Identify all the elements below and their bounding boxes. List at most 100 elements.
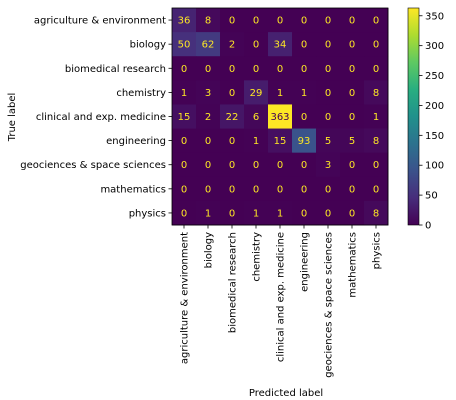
cell-value-label: 0: [181, 64, 187, 75]
cell-value-label: 0: [277, 16, 283, 27]
cell-value-label: 0: [349, 160, 355, 171]
cell-value-label: 0: [253, 64, 259, 75]
cell-value-label: 1: [277, 208, 283, 219]
x-tick-label: agriculture & environment: [180, 232, 191, 364]
cell-value-label: 0: [229, 184, 235, 195]
cell-value-label: 0: [301, 160, 307, 171]
cell-value-label: 0: [301, 112, 307, 123]
cell-value-labels: 3680000000506220340000000000000130291100…: [178, 16, 380, 220]
cell-value-label: 93: [298, 136, 311, 147]
y-axis-title: True label: [7, 93, 18, 143]
cell-value-label: 1: [373, 112, 379, 123]
cell-value-label: 0: [229, 64, 235, 75]
cell-value-label: 8: [373, 208, 379, 219]
cell-value-label: 0: [301, 64, 307, 75]
y-tick-label: clinical and exp. medicine: [36, 112, 166, 123]
cell-value-label: 0: [349, 112, 355, 123]
cell-value-label: 0: [373, 16, 379, 27]
cell-value-label: 0: [205, 136, 211, 147]
x-axis-ticks: agriculture & environment biology biomedic…: [180, 225, 383, 378]
y-tick-label: mathematics: [100, 184, 166, 195]
cell-value-label: 0: [253, 16, 259, 27]
cell-value-label: 0: [277, 64, 283, 75]
cell-value-label: 15: [178, 112, 191, 123]
colorbar-tick-label: 100: [425, 161, 444, 172]
y-tick-label: geociences & space sciences: [20, 160, 166, 171]
colorbar: 050100150200250300350: [408, 8, 444, 232]
cell-value-label: 0: [277, 160, 283, 171]
colorbar-ticks: 050100150200250300350: [419, 11, 444, 231]
colorbar-tick-label: 350: [425, 11, 444, 22]
cell-value-label: 0: [349, 88, 355, 99]
cell-value-label: 2: [205, 112, 211, 123]
cell-value-label: 0: [325, 208, 331, 219]
cell-value-label: 22: [226, 112, 239, 123]
x-tick-label: geociences & space sciences: [324, 232, 335, 378]
cell-value-label: 3: [325, 160, 331, 171]
cell-value-label: 0: [325, 184, 331, 195]
colorbar-tick-label: 50: [425, 191, 438, 202]
cell-value-label: 1: [253, 208, 259, 219]
cell-value-label: 5: [325, 136, 331, 147]
colorbar-tick-label: 250: [425, 71, 444, 82]
cell-value-label: 0: [181, 208, 187, 219]
cell-value-label: 0: [325, 112, 331, 123]
cell-value-label: 0: [181, 184, 187, 195]
cell-value-label: 62: [202, 40, 215, 51]
cell-value-label: 0: [325, 64, 331, 75]
cell-value-label: 8: [373, 136, 379, 147]
cell-value-label: 0: [229, 136, 235, 147]
cell-value-label: 0: [349, 40, 355, 51]
cell-value-label: 0: [373, 160, 379, 171]
cell-value-label: 1: [277, 88, 283, 99]
cell-value-label: 8: [205, 16, 211, 27]
cell-value-label: 8: [373, 88, 379, 99]
cell-value-label: 0: [229, 88, 235, 99]
cell-value-label: 0: [325, 16, 331, 27]
cell-value-label: 0: [253, 40, 259, 51]
y-tick-label: engineering: [106, 136, 166, 147]
x-tick-label: engineering: [300, 232, 311, 292]
cell-value-label: 0: [229, 16, 235, 27]
cell-value-label: 2: [229, 40, 235, 51]
cell-value-label: 0: [253, 184, 259, 195]
x-tick-label: biology: [204, 232, 215, 268]
x-axis-title: Predicted label: [249, 388, 323, 399]
colorbar-tick-label: 150: [425, 131, 444, 142]
cell-value-label: 1: [253, 136, 259, 147]
cell-value-label: 0: [349, 184, 355, 195]
colorbar-tick-label: 0: [425, 221, 431, 232]
cell-value-label: 0: [301, 184, 307, 195]
cell-value-label: 0: [229, 208, 235, 219]
cell-value-label: 0: [301, 208, 307, 219]
cell-value-label: 0: [277, 184, 283, 195]
cell-value-label: 0: [349, 208, 355, 219]
colorbar-gradient: [408, 8, 419, 225]
x-tick-label: chemistry: [252, 232, 263, 282]
cell-value-label: 5: [349, 136, 355, 147]
cell-value-label: 6: [253, 112, 259, 123]
cell-value-label: 0: [181, 136, 187, 147]
cell-value-label: 50: [178, 40, 191, 51]
cell-value-label: 36: [178, 16, 191, 27]
cell-value-label: 0: [301, 16, 307, 27]
y-tick-label: physics: [129, 208, 166, 219]
cell-value-label: 0: [301, 40, 307, 51]
cell-value-label: 0: [373, 40, 379, 51]
cell-value-label: 1: [301, 88, 307, 99]
cell-value-label: 34: [274, 40, 287, 51]
cell-value-label: 0: [349, 64, 355, 75]
cell-value-label: 0: [205, 160, 211, 171]
colorbar-tick-label: 200: [425, 101, 444, 112]
cell-value-label: 0: [373, 64, 379, 75]
y-axis-ticks: agriculture & environmentbiologybiomedic…: [20, 16, 172, 220]
y-tick-label: biology: [130, 40, 166, 51]
x-tick-label: biomedical research: [228, 232, 239, 333]
cell-value-label: 0: [373, 184, 379, 195]
cell-value-label: 363: [270, 112, 289, 123]
cell-value-label: 0: [229, 160, 235, 171]
cell-value-label: 0: [349, 16, 355, 27]
cell-value-label: 29: [250, 88, 263, 99]
cell-value-label: 1: [205, 208, 211, 219]
